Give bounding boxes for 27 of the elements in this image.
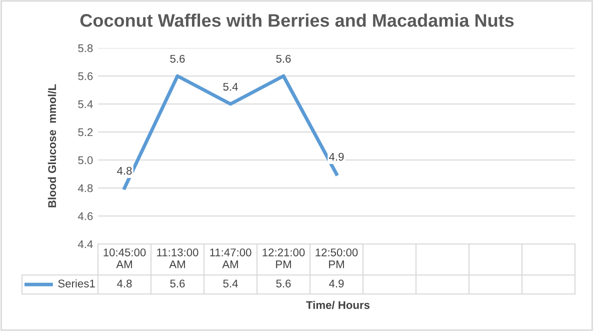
y-tick-label: 4.4	[78, 240, 93, 248]
x-tick-label: 12:50:00 PM	[316, 248, 358, 268]
data-label: 4.8	[117, 166, 132, 175]
y-axis-title: Blood Glucose mmol/L	[48, 84, 56, 208]
x-tick-label: 11:13:00 AM	[157, 248, 198, 268]
y-tick-label: 5.6	[78, 72, 93, 80]
text: 5.6	[170, 280, 185, 288]
data-label: 5.6	[276, 54, 291, 63]
x-tick-label: 10:45:00 AM	[104, 248, 146, 268]
y-tick-label: 5.0	[78, 156, 93, 164]
chart-title: Coconut Waffles with Berries and Macadamia Nuts	[80, 14, 514, 27]
x-axis-title: Time/ Hours	[306, 300, 370, 310]
legend-label: Series1	[58, 279, 95, 288]
data-label: 5.4	[223, 82, 238, 91]
data-label: 4.9	[329, 152, 344, 161]
x-tick-label: 11:47:00 AM	[210, 248, 252, 268]
data-label: 5.6	[170, 54, 185, 63]
y-tick-label: 5.8	[78, 44, 93, 52]
x-tick-label: 12:21:00 PM	[262, 248, 305, 268]
text: 4.8	[117, 280, 132, 288]
text: 4.9	[329, 280, 344, 288]
y-tick-label: 4.8	[78, 184, 93, 192]
y-tick-label: 5.2	[78, 128, 93, 136]
y-tick-label: 4.6	[78, 212, 93, 220]
y-tick-label: 5.4	[78, 100, 93, 108]
text: 5.4	[223, 280, 238, 288]
text: 5.6	[276, 280, 291, 288]
